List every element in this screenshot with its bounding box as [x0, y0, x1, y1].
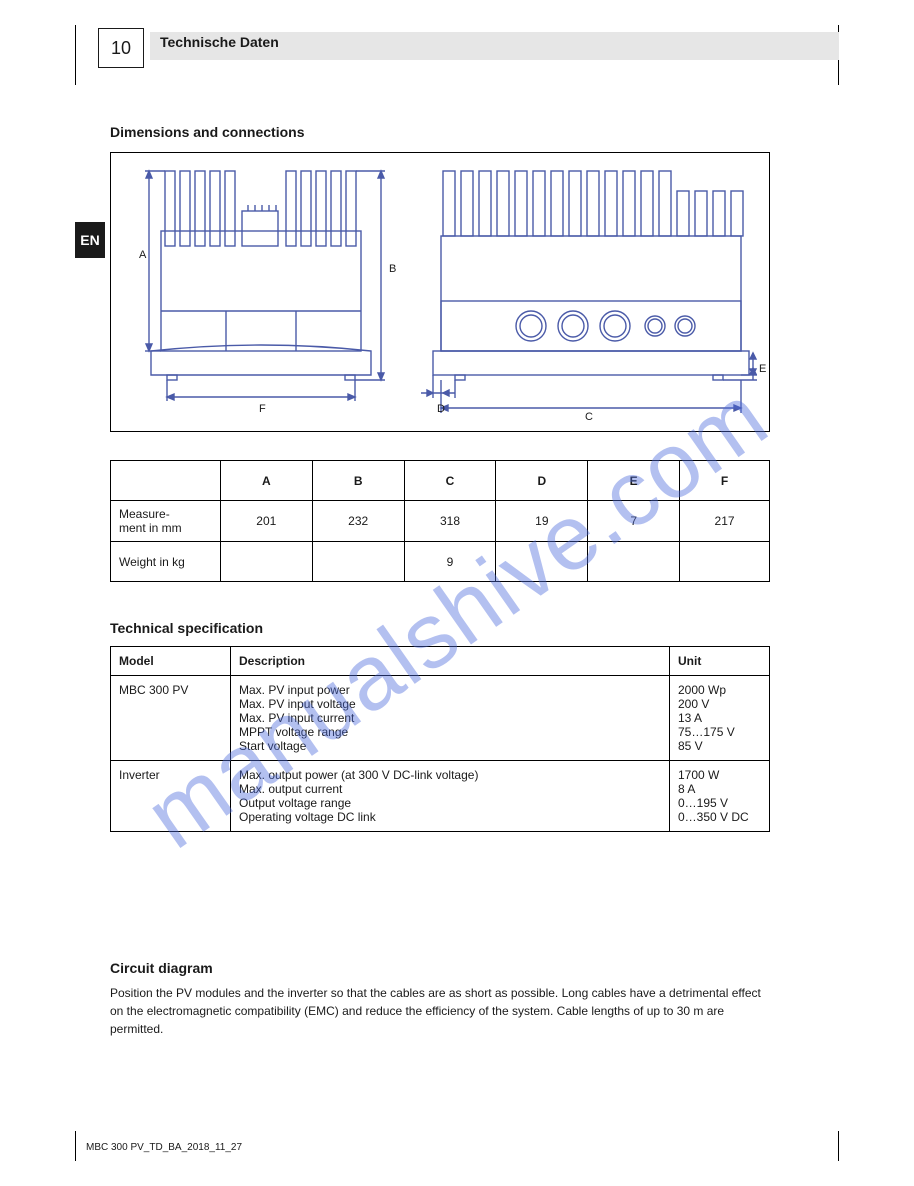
table-row: Inverter Max. output power (at 300 V DC-…	[111, 761, 770, 832]
spec-th-desc: Description	[231, 647, 670, 676]
dims-cell: 232	[312, 501, 404, 542]
page-number-box: 10	[98, 28, 144, 68]
header-title: Technische Daten	[160, 34, 279, 50]
dim-label-c: C	[585, 411, 593, 423]
spec-unit: 1700 W 8 A 0…195 V 0…350 V DC	[670, 761, 770, 832]
spec-table: Model Description Unit MBC 300 PV Max. P…	[110, 646, 770, 832]
dim-label-b: B	[389, 263, 396, 275]
table-row: Weight in kg 9	[111, 542, 770, 582]
figure-side-view	[421, 161, 761, 421]
footer-text: MBC 300 PV_TD_BA_2018_11_27	[86, 1142, 242, 1153]
side-language-tab: EN	[75, 222, 105, 258]
figure-front-view	[131, 161, 401, 421]
dims-cell: 217	[680, 501, 770, 542]
table-header-row: A B C D E F	[111, 461, 770, 501]
spec-th-unit: Unit	[670, 647, 770, 676]
footer-rule-left	[75, 1131, 76, 1161]
dims-cell	[312, 542, 404, 582]
dim-label-d: D	[437, 403, 445, 415]
table-header-row: Model Description Unit	[111, 647, 770, 676]
spec-desc: Max. output power (at 300 V DC-link volt…	[231, 761, 670, 832]
spec-model: Inverter	[111, 761, 231, 832]
dims-th-a: A	[220, 461, 312, 501]
dims-th-blank	[111, 461, 221, 501]
spec-th-model: Model	[111, 647, 231, 676]
dims-cell: 19	[496, 501, 588, 542]
footer-rule-right	[838, 1131, 839, 1161]
dimensions-table: A B C D E F Measure- ment in mm 201 232 …	[110, 460, 770, 582]
spec-unit: 2000 Wp 200 V 13 A 75…175 V 85 V	[670, 676, 770, 761]
dims-th-b: B	[312, 461, 404, 501]
spec-model: MBC 300 PV	[111, 676, 231, 761]
dim-label-e: E	[759, 363, 766, 375]
spec-desc: Max. PV input power Max. PV input voltag…	[231, 676, 670, 761]
section-title-circuit: Circuit diagram	[110, 960, 213, 976]
dims-th-f: F	[680, 461, 770, 501]
page-number: 10	[111, 38, 131, 59]
dims-th-c: C	[404, 461, 496, 501]
dims-row-label: Measure- ment in mm	[111, 501, 221, 542]
dims-cell: 201	[220, 501, 312, 542]
figure-box: A B F	[110, 152, 770, 432]
dim-label-a: A	[139, 249, 146, 261]
dims-row-label: Weight in kg	[111, 542, 221, 582]
dims-cell	[680, 542, 770, 582]
page: 10 Technische Daten EN Dimensions and co…	[0, 0, 914, 1186]
dims-cell: 318	[404, 501, 496, 542]
header-rule-left	[75, 25, 76, 85]
dims-cell: 9	[404, 542, 496, 582]
dims-th-e: E	[588, 461, 680, 501]
section-title-dimensions: Dimensions and connections	[110, 124, 304, 140]
dims-cell: 7	[588, 501, 680, 542]
dim-label-f: F	[259, 403, 266, 415]
table-row: Measure- ment in mm 201 232 318 19 7 217	[111, 501, 770, 542]
table-row: MBC 300 PV Max. PV input power Max. PV i…	[111, 676, 770, 761]
circuit-paragraph: Position the PV modules and the inverter…	[110, 984, 770, 1038]
dims-cell	[220, 542, 312, 582]
dims-th-d: D	[496, 461, 588, 501]
dims-cell	[496, 542, 588, 582]
section-title-spec: Technical specification	[110, 620, 263, 636]
side-tab-label: EN	[80, 232, 99, 248]
dims-cell	[588, 542, 680, 582]
